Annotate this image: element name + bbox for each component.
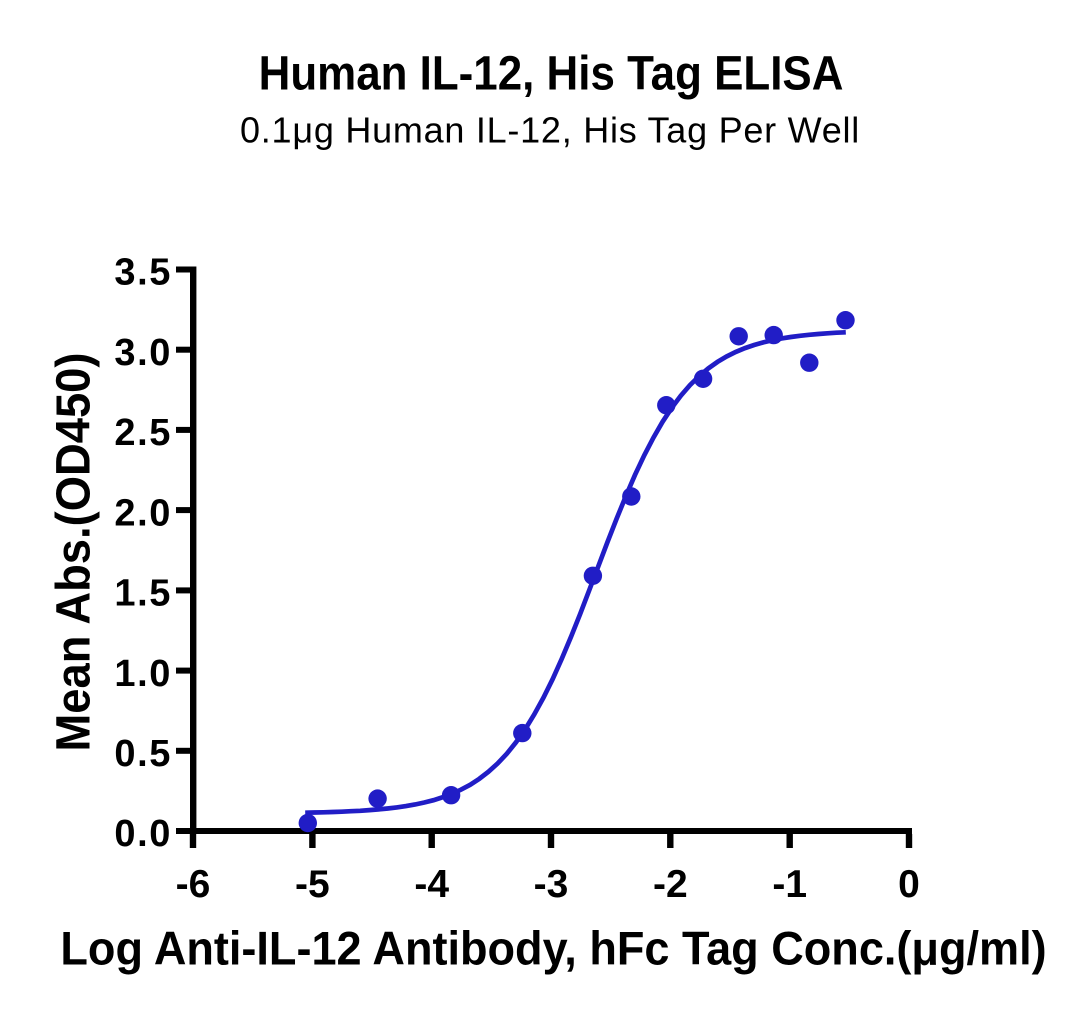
svg-text:-5: -5 (295, 863, 330, 906)
svg-text:Log Anti-IL-12 Antibody, hFc T: Log Anti-IL-12 Antibody, hFc Tag Conc.(μ… (60, 922, 1046, 975)
svg-text:-2: -2 (653, 863, 688, 906)
svg-text:0.0: 0.0 (114, 813, 172, 855)
svg-text:-4: -4 (414, 863, 449, 906)
svg-text:-6: -6 (176, 863, 211, 906)
svg-text:0.1μg Human IL-12, His Tag Per: 0.1μg Human IL-12, His Tag Per Well (240, 110, 860, 151)
svg-text:2.0: 2.0 (114, 492, 172, 534)
svg-text:3.0: 3.0 (114, 332, 172, 374)
svg-text:Mean Abs.(OD450): Mean Abs.(OD450) (47, 352, 100, 751)
svg-text:Human IL-12, His Tag ELISA: Human IL-12, His Tag ELISA (259, 46, 844, 100)
svg-text:2.5: 2.5 (114, 412, 172, 454)
svg-text:3.5: 3.5 (114, 252, 172, 294)
svg-text:0: 0 (898, 863, 920, 906)
svg-text:1.5: 1.5 (114, 573, 172, 615)
svg-text:-1: -1 (772, 863, 807, 906)
svg-text:-3: -3 (534, 863, 569, 906)
svg-text:0.5: 0.5 (114, 733, 172, 775)
svg-text:1.0: 1.0 (114, 653, 172, 695)
